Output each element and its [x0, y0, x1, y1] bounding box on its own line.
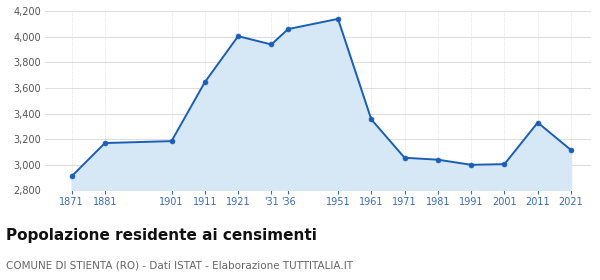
Text: Popolazione residente ai censimenti: Popolazione residente ai censimenti	[6, 228, 317, 243]
Text: COMUNE DI STIENTA (RO) - Dati ISTAT - Elaborazione TUTTITALIA.IT: COMUNE DI STIENTA (RO) - Dati ISTAT - El…	[6, 260, 353, 270]
